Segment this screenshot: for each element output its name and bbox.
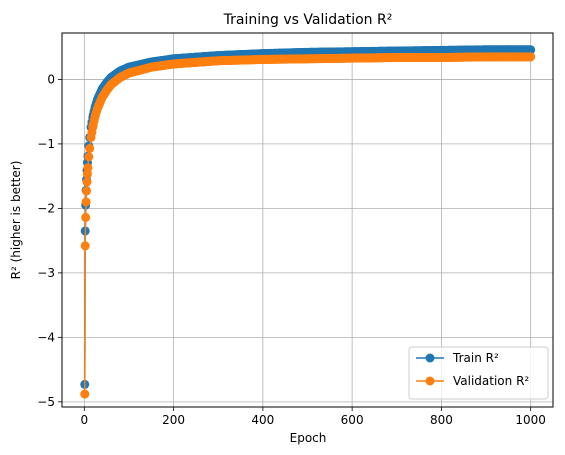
legend-validation-marker [425,376,435,386]
point-validation [85,143,95,153]
y-tick-label: 0 [47,72,55,86]
series-layer [80,45,536,399]
ticks: 0 200 400 600 800 1000 −5 −4 −3 −2 −1 0 [37,72,546,427]
legend-validation-label: Validation R² [453,374,529,388]
y-axis-title: R² (higher is better) [9,161,23,280]
x-tick-label: 600 [341,413,364,427]
y-tick-label: −1 [37,137,55,151]
y-tick-label: −3 [37,266,55,280]
point-validation [84,152,94,162]
point-validation [80,389,90,399]
x-tick-label: 1000 [515,413,546,427]
x-tick-label: 400 [251,413,274,427]
y-tick-label: −2 [37,201,55,215]
point-validation [82,186,92,196]
legend-train-label: Train R² [452,351,499,365]
y-tick-label: −4 [37,330,55,344]
x-tick-label: 800 [430,413,453,427]
legend-box [408,346,549,400]
legend-train-marker [425,353,435,363]
series-validation [80,52,536,399]
point-train [526,45,536,55]
x-tick-label: 200 [162,413,185,427]
x-axis-title: Epoch [290,431,327,445]
plot-frame [61,32,554,408]
legend: Train R² Validation R² [408,346,549,400]
point-validation [80,241,90,251]
point-validation [83,163,93,173]
point-validation [82,169,92,179]
point-validation [526,52,536,62]
chart-title: Training vs Validation R² [223,12,393,28]
x-tick-label: 0 [80,413,88,427]
point-validation [81,212,91,222]
y-tick-label: −5 [37,395,55,409]
point-validation [81,197,91,207]
grid [62,33,553,407]
point-validation [82,177,92,187]
